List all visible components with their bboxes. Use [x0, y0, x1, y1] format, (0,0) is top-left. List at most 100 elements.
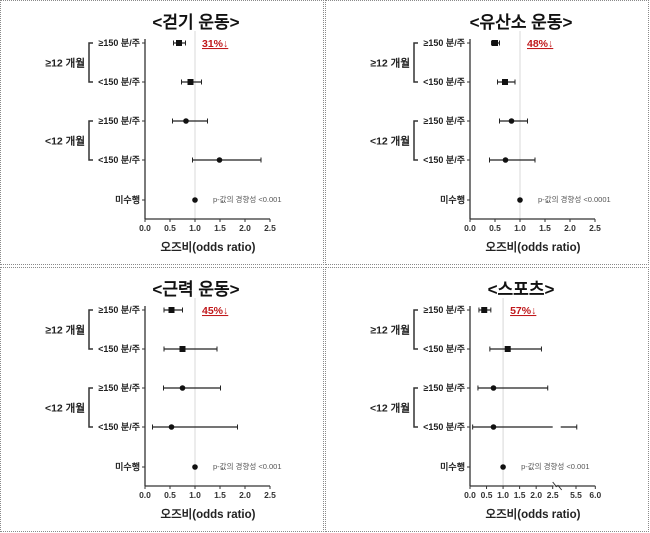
row-label: ≥150 분/주	[98, 38, 140, 48]
row-label: 미수행	[115, 194, 140, 205]
group-label: ≥12 개월	[45, 324, 85, 337]
estimate-point	[187, 79, 194, 85]
estimate-point	[179, 385, 186, 391]
group-label: <12 개월	[370, 402, 410, 415]
chart-title: <근력 운동>	[152, 280, 239, 299]
x-tick-label: 1.0	[189, 223, 201, 233]
estimate-point	[502, 157, 509, 163]
row-label: ≥150 분/주	[423, 116, 465, 126]
panel-walking: <걷기 운동> 0.0 0.5 1.0 1.5 2.0 2.5 오즈비(odds ratio)…	[0, 0, 324, 265]
group-bracket	[88, 387, 93, 428]
row-label: <150 분/주	[98, 344, 140, 354]
estimate-point	[179, 346, 186, 352]
row-label: 미수행	[440, 194, 465, 205]
x-tick-label: 2.0	[239, 490, 251, 500]
x-tick-label: 0.0	[139, 223, 151, 233]
estimate-point	[517, 197, 523, 203]
x-tick-label: 5.5	[570, 490, 582, 500]
estimate-point	[502, 79, 508, 85]
estimate-point	[176, 40, 182, 46]
group-bracket	[413, 42, 418, 83]
panel-strength: <근력 운동> 0.0 0.5 1.0 1.5 2.0 2.5 오즈비(odds ratio)…	[0, 267, 324, 532]
x-tick-label: 0.0	[464, 223, 476, 233]
group-label: ≥12 개월	[370, 57, 410, 70]
chart-title: <유산소 운동>	[470, 13, 573, 32]
estimate-point	[504, 346, 511, 352]
estimate-point	[490, 424, 497, 430]
chart-title: <걷기 운동>	[152, 13, 239, 32]
x-tick-label: 2.5	[264, 490, 276, 500]
estimate-point	[192, 197, 198, 203]
panel-sports: <스포츠> 0.0 0.5 1.0 1.5 2.0 2.5 5.5 6.0 오즈비(odds ra…	[325, 267, 649, 532]
x-tick-label: 6.0	[589, 490, 601, 500]
group-bracket	[88, 120, 93, 161]
x-tick-label: 1.0	[514, 223, 526, 233]
x-tick-label: 2.5	[264, 223, 276, 233]
group-label: <12 개월	[45, 135, 85, 148]
row-label: ≥150 분/주	[423, 305, 465, 315]
x-tick-label: 2.5	[589, 223, 601, 233]
x-tick-label: 1.5	[214, 490, 226, 500]
x-tick-label: 1.5	[214, 223, 226, 233]
x-tick-label: 2.5	[547, 490, 559, 500]
row-label: <150 분/주	[98, 155, 140, 165]
x-tick-label: 0.5	[164, 223, 176, 233]
estimate-point	[183, 118, 189, 124]
x-tick-label: 0.5	[481, 490, 493, 500]
row-label: <150 분/주	[423, 422, 465, 432]
x-axis-label: 오즈비(odds ratio)	[161, 507, 256, 521]
estimate-point	[490, 385, 497, 391]
group-bracket	[88, 42, 93, 83]
group-label: <12 개월	[370, 135, 410, 148]
p-trend-annotation: p-값의 경향성 <0.001	[213, 461, 281, 471]
x-axis-label: 오즈비(odds ratio)	[486, 240, 581, 254]
reduction-label: 57%↓	[510, 305, 536, 317]
estimate-point	[508, 118, 515, 124]
x-tick-label: 1.5	[514, 490, 526, 500]
axis-break-mark	[557, 484, 563, 491]
row-label: ≥150 분/주	[98, 116, 140, 126]
row-label: ≥150 분/주	[98, 383, 140, 393]
x-tick-label: 1.5	[539, 223, 551, 233]
forest-plot-aerobic: <유산소 운동> 0.0 0.5 1.0 1.5 2.0 2.5 오즈비(odds ratio…	[370, 13, 611, 254]
p-trend-annotation: p-값의 경향성 <0.001	[521, 461, 589, 471]
group-bracket	[413, 387, 418, 428]
panel-aerobic: <유산소 운동> 0.0 0.5 1.0 1.5 2.0 2.5 오즈비(odds ratio…	[325, 0, 649, 265]
row-label: ≥150 분/주	[423, 38, 465, 48]
x-tick-label: 2.0	[530, 490, 542, 500]
axis-break-mark	[552, 481, 558, 488]
group-bracket	[413, 120, 418, 161]
p-trend-annotation: p-값의 경향성 <0.0001	[538, 194, 611, 204]
estimate-point	[216, 157, 223, 163]
x-tick-label: 1.0	[497, 490, 509, 500]
x-tick-label: 2.0	[239, 223, 251, 233]
group-bracket	[88, 309, 93, 350]
x-axis-label: 오즈비(odds ratio)	[161, 240, 256, 254]
forest-plot-walking: <걷기 운동> 0.0 0.5 1.0 1.5 2.0 2.5 오즈비(odds ratio)…	[45, 13, 282, 254]
row-label: <150 분/주	[423, 155, 465, 165]
x-tick-label: 0.5	[164, 490, 176, 500]
group-label: ≥12 개월	[370, 324, 410, 337]
reduction-label: 31%↓	[202, 38, 228, 50]
row-label: <150 분/주	[98, 77, 140, 87]
group-label: <12 개월	[45, 402, 85, 415]
x-tick-label: 2.0	[564, 223, 576, 233]
row-label: <150 분/주	[423, 77, 465, 87]
estimate-point	[192, 464, 198, 470]
group-label: ≥12 개월	[45, 57, 85, 70]
estimate-point	[168, 424, 175, 430]
row-label: 미수행	[440, 461, 465, 472]
row-label: <150 분/주	[98, 422, 140, 432]
forest-plot-sports: <스포츠> 0.0 0.5 1.0 1.5 2.0 2.5 5.5 6.0 오즈비(odds ra…	[370, 280, 602, 521]
estimate-point	[481, 307, 488, 313]
reduction-label: 48%↓	[527, 38, 553, 50]
forest-plot-strength: <근력 운동> 0.0 0.5 1.0 1.5 2.0 2.5 오즈비(odds ratio)…	[45, 280, 282, 521]
p-trend-annotation: p-값의 경향성 <0.001	[213, 194, 281, 204]
chart-title: <스포츠>	[488, 280, 555, 299]
row-label: 미수행	[115, 461, 140, 472]
x-axis-label: 오즈비(odds ratio)	[486, 507, 581, 521]
estimate-point	[168, 307, 175, 313]
row-label: ≥150 분/주	[423, 383, 465, 393]
estimate-point	[500, 464, 506, 470]
row-label: ≥150 분/주	[98, 305, 140, 315]
